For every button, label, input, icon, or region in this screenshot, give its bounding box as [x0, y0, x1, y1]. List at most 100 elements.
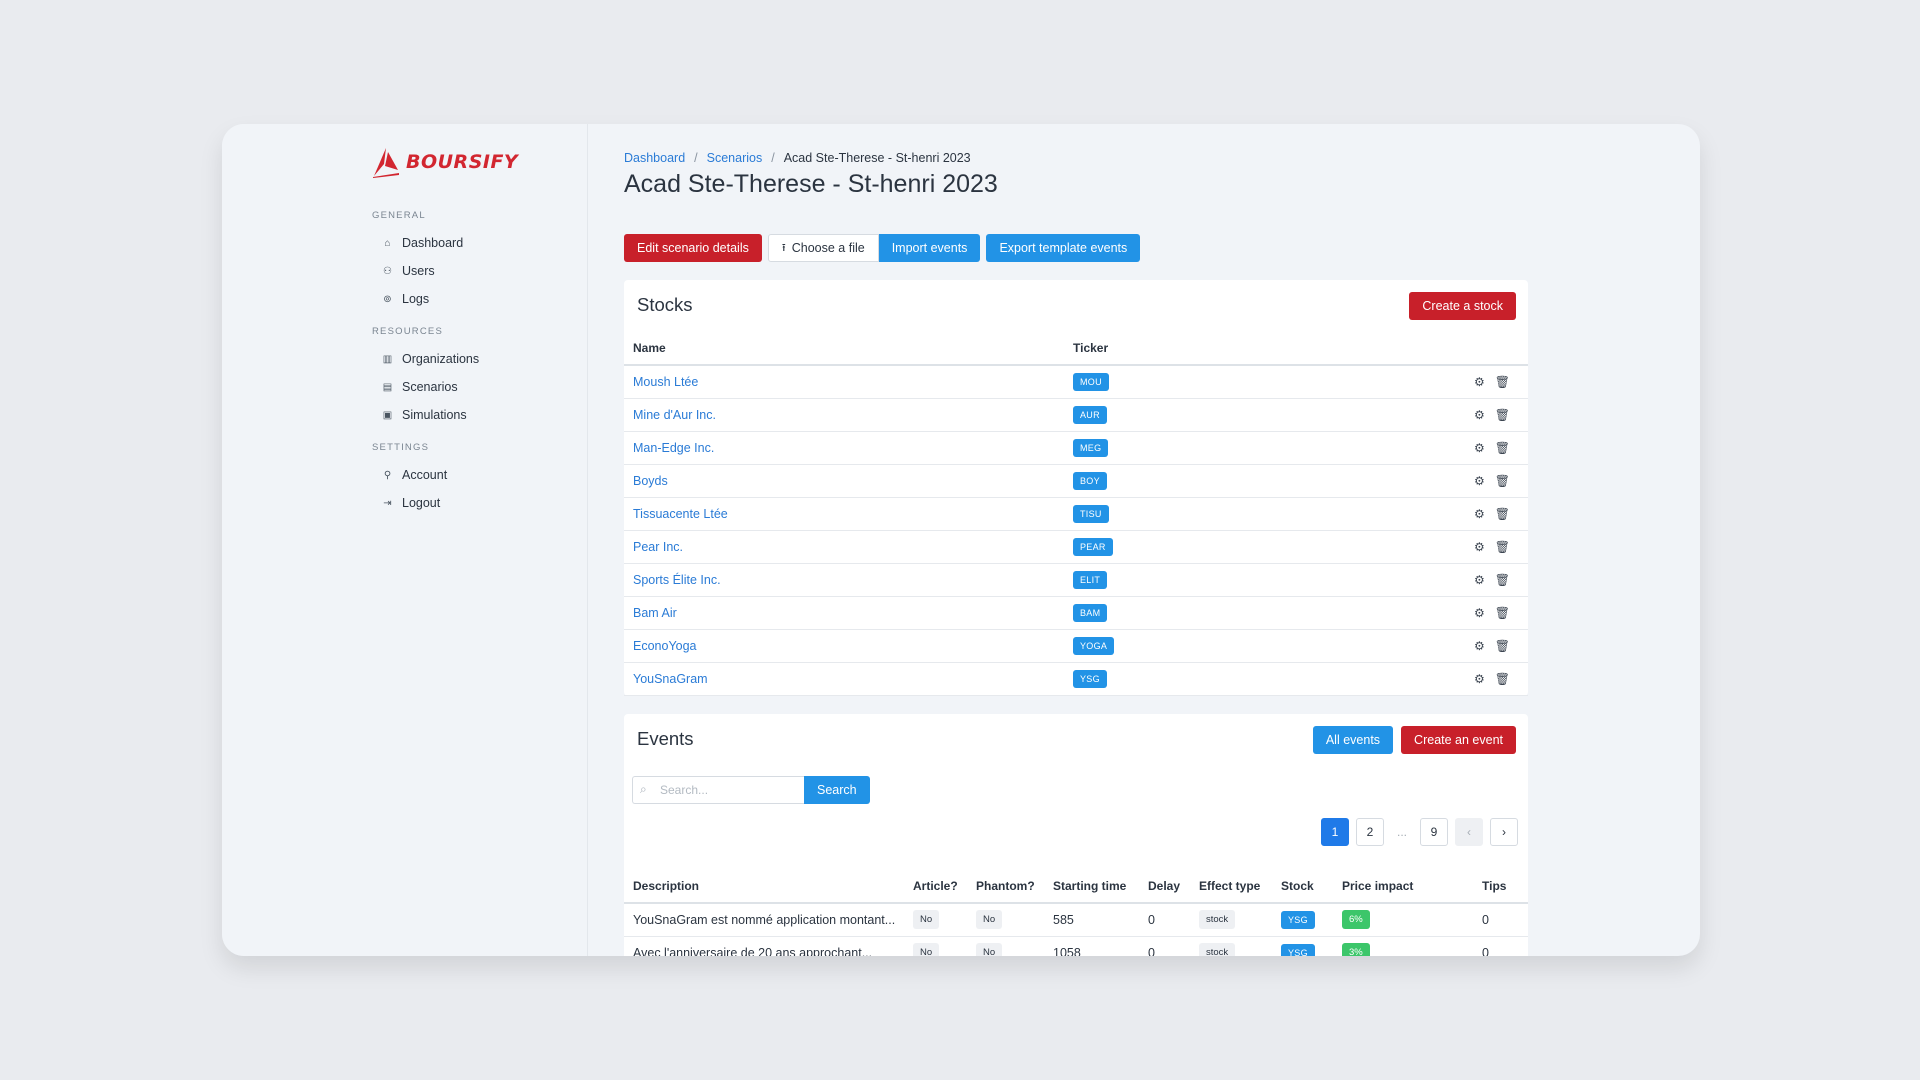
stock-name-link[interactable]: Pear Inc. — [633, 539, 684, 554]
stock-name-link[interactable]: YouSnaGram — [633, 671, 708, 686]
trash-icon[interactable]: 🗑 — [1494, 506, 1510, 521]
stock-name-cell: Man-Edge Inc. — [624, 431, 1064, 465]
import-events-button[interactable]: Import events — [878, 234, 981, 262]
breadcrumb-dashboard-link[interactable]: Dashboard — [624, 151, 686, 165]
column-header-delay: Delay — [1139, 870, 1190, 904]
trash-icon[interactable]: 🗑 — [1494, 539, 1510, 554]
column-header-ticker: Ticker — [1064, 332, 1364, 366]
sidebar-item-logs[interactable]: ⊚ Logs — [382, 292, 429, 306]
stock-name-link[interactable]: Sports Élite Inc. — [633, 572, 721, 587]
search-button[interactable]: Search — [804, 776, 870, 804]
brand-logo[interactable]: BOURSIFY — [372, 146, 518, 178]
chevron-right-icon: › — [1502, 825, 1506, 839]
gear-icon[interactable]: ⚙ — [1474, 407, 1485, 422]
page-button-9[interactable]: 9 — [1420, 818, 1448, 846]
ticker-badge: PEAR — [1073, 537, 1113, 556]
gear-icon[interactable]: ⚙ — [1474, 374, 1485, 389]
gear-icon[interactable]: ⚙ — [1474, 506, 1485, 521]
sidebar-item-scenarios[interactable]: ▤ Scenarios — [382, 380, 458, 394]
gear-icon[interactable]: ⚙ — [1474, 440, 1485, 455]
upload-icon: ⭱ — [781, 241, 786, 254]
phantom-badge: No — [976, 943, 1003, 956]
stock-name-link[interactable]: Moush Ltée — [633, 374, 699, 389]
events-table: Description Article? Phantom? Starting t… — [624, 870, 1528, 956]
price-impact-badge: 6% — [1342, 910, 1370, 930]
all-events-button[interactable]: All events — [1312, 726, 1394, 754]
nav-section-general: GENERAL — [372, 210, 426, 221]
column-header-name: Name — [624, 332, 1064, 366]
page-title: Acad Ste-Therese - St-henri 2023 — [624, 170, 998, 198]
trash-icon[interactable]: 🗑 — [1494, 638, 1510, 653]
ticker-badge: TISU — [1073, 504, 1109, 523]
gear-icon[interactable]: ⚙ — [1474, 671, 1485, 686]
stock-name-link[interactable]: Man-Edge Inc. — [633, 440, 715, 455]
stock-name-cell: Boyds — [624, 464, 1064, 498]
ticker-badge: MOU — [1073, 372, 1109, 391]
stock-ticker-cell: BOY — [1064, 464, 1364, 498]
create-event-button[interactable]: Create an event — [1401, 726, 1516, 754]
table-row: Moush Ltée MOU ⚙ 🗑 — [624, 365, 1528, 399]
sidebar-item-logout[interactable]: ⇥ Logout — [382, 496, 440, 510]
sidebar-item-simulations[interactable]: ▣ Simulations — [382, 408, 467, 422]
event-delay-cell: 0 — [1139, 903, 1190, 937]
column-header-effect-type: Effect type — [1190, 870, 1272, 904]
ticker-badge: BOY — [1073, 471, 1107, 490]
stock-name-link[interactable]: Mine d'Aur Inc. — [633, 407, 716, 422]
breadcrumb-scenarios-link[interactable]: Scenarios — [706, 151, 763, 165]
edit-scenario-button[interactable]: Edit scenario details — [624, 234, 762, 262]
table-row[interactable]: YouSnaGram est nommé application montant… — [624, 903, 1528, 937]
trash-icon[interactable]: 🗑 — [1494, 473, 1510, 488]
page-button-2[interactable]: 2 — [1356, 818, 1384, 846]
table-row: Tissuacente Ltée TISU ⚙ 🗑 — [624, 497, 1528, 531]
previous-page-button[interactable]: ‹ — [1455, 818, 1483, 846]
column-header-stock: Stock — [1272, 870, 1333, 904]
column-header-starting-time: Starting time — [1044, 870, 1139, 904]
stock-name-link[interactable]: Boyds — [633, 473, 668, 488]
search-input[interactable] — [632, 776, 804, 804]
gear-icon[interactable]: ⚙ — [1474, 539, 1485, 554]
column-header-phantom: Phantom? — [967, 870, 1044, 904]
scenario-toolbar: Edit scenario details ⭱ Choose a file Im… — [624, 234, 1141, 262]
events-table-body: YouSnaGram est nommé application montant… — [624, 903, 1528, 956]
trash-icon[interactable]: 🗑 — [1494, 440, 1510, 455]
column-header-price-impact: Price impact — [1333, 870, 1473, 904]
table-row: Bam Air BAM ⚙ 🗑 — [624, 596, 1528, 630]
event-effect-type-cell: stock — [1190, 936, 1272, 956]
sidebar-item-users[interactable]: ⚇ Users — [382, 264, 435, 278]
stock-name-link[interactable]: Tissuacente Ltée — [633, 506, 728, 521]
effect-type-badge: stock — [1199, 943, 1236, 956]
sidebar-item-label: Logout — [402, 496, 441, 510]
phantom-badge: No — [976, 910, 1003, 930]
table-row: Mine d'Aur Inc. AUR ⚙ 🗑 — [624, 398, 1528, 432]
column-header-description: Description — [624, 870, 904, 904]
gear-icon[interactable]: ⚙ — [1474, 605, 1485, 620]
trash-icon[interactable]: 🗑 — [1494, 407, 1510, 422]
stock-name-cell: Mine d'Aur Inc. — [624, 398, 1064, 432]
choose-file-button[interactable]: ⭱ Choose a file — [767, 234, 879, 262]
sidebar-item-organizations[interactable]: ▥ Organizations — [382, 352, 479, 366]
sidebar-item-label: Account — [402, 468, 448, 482]
stock-ticker-cell: MEG — [1064, 431, 1364, 465]
sidebar-item-account[interactable]: ⚲ Account — [382, 468, 447, 482]
table-row: EconoYoga YOGA ⚙ 🗑 — [624, 629, 1528, 663]
stocks-table-body: Moush Ltée MOU ⚙ 🗑 Mine d'Aur Inc. AUR ⚙ 🗑 Man-E… — [624, 365, 1528, 696]
trash-icon[interactable]: 🗑 — [1494, 572, 1510, 587]
stock-name-link[interactable]: EconoYoga — [633, 638, 697, 653]
trash-icon[interactable]: 🗑 — [1494, 671, 1510, 686]
gear-icon[interactable]: ⚙ — [1474, 473, 1485, 488]
article-badge: No — [913, 943, 940, 956]
stock-actions-cell: ⚙ 🗑 — [1364, 596, 1528, 630]
sidebar-item-dashboard[interactable]: ⌂ Dashboard — [382, 236, 463, 250]
trash-icon[interactable]: 🗑 — [1494, 374, 1510, 389]
page-button-1[interactable]: 1 — [1321, 818, 1349, 846]
stock-badge: YSG — [1281, 910, 1315, 929]
table-row[interactable]: Avec l'anniversaire de 20 ans approchant… — [624, 936, 1528, 956]
next-page-button[interactable]: › — [1490, 818, 1518, 846]
stock-name-link[interactable]: Bam Air — [633, 605, 677, 620]
stock-name-cell: YouSnaGram — [624, 662, 1064, 696]
export-template-events-button[interactable]: Export template events — [986, 234, 1141, 262]
gear-icon[interactable]: ⚙ — [1474, 572, 1485, 587]
gear-icon[interactable]: ⚙ — [1474, 638, 1485, 653]
create-stock-button[interactable]: Create a stock — [1409, 292, 1516, 320]
trash-icon[interactable]: 🗑 — [1494, 605, 1510, 620]
